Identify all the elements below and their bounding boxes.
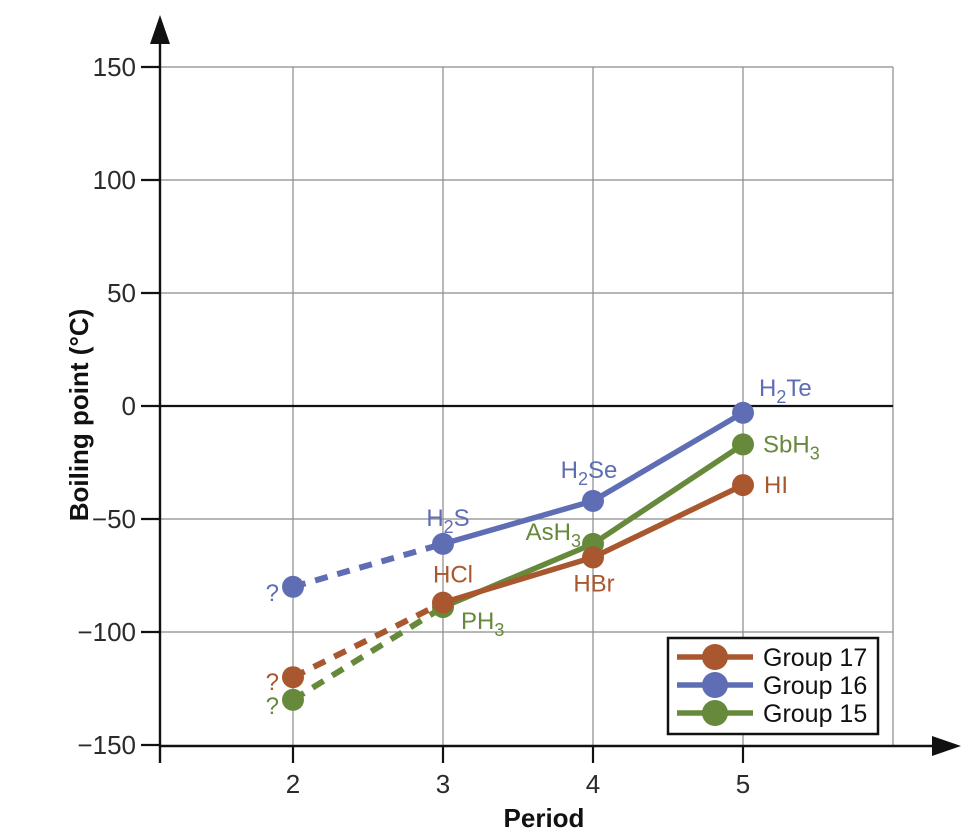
- data-point-group-16-h2s: [432, 532, 454, 555]
- dashed-segment-group-16: [292, 540, 444, 590]
- point-label-group-16-: ?: [266, 580, 279, 607]
- y-tick-label--50: −50: [92, 504, 136, 534]
- y-axis-arrow: [150, 15, 170, 44]
- data-point-group-15-sbh3: [732, 433, 754, 456]
- point-label-group-15-ash3: AsH3: [526, 519, 581, 551]
- data-point-group-16-h2se: [582, 489, 604, 512]
- point-label-group-17-hcl: HCl: [433, 562, 473, 589]
- point-label-group-17-hi: HI: [764, 472, 788, 499]
- y-tick-label-50: 50: [107, 278, 136, 308]
- legend-entry-group-17: Group 17: [677, 644, 867, 672]
- data-point-group-17-hcl: [432, 591, 454, 614]
- point-label-group-17-hbr: HBr: [573, 570, 614, 597]
- point-label-group-17-: ?: [266, 669, 279, 696]
- point-label-group-15-: ?: [266, 693, 279, 720]
- legend-marker-group-15: [702, 700, 728, 726]
- point-label-group-15-ph3: PH3: [461, 608, 504, 640]
- y-tick-label--100: −100: [77, 617, 136, 647]
- data-point-group-16-h2te: [732, 401, 754, 424]
- point-label-group-16-h2s: H2S: [426, 505, 469, 537]
- series-group-16: ? H2S H2Se H2Te: [266, 375, 812, 607]
- legend-label-group-15: Group 15: [763, 700, 867, 728]
- point-label-group-16-h2te: H2Te: [759, 375, 812, 407]
- x-tick-label-2: 2: [286, 769, 300, 799]
- point-label-group-15-sbh3: SbH3: [763, 431, 820, 463]
- x-tick-label-3: 3: [436, 769, 450, 799]
- point-label-group-16-h2se: H2Se: [561, 457, 618, 489]
- series-group-17: ? HCl HBr HI: [266, 472, 788, 696]
- y-tick-label--150: −150: [77, 730, 136, 760]
- y-axis-title: Boiling point (°C): [64, 309, 94, 522]
- legend-marker-group-16: [702, 672, 728, 698]
- x-tick-label-5: 5: [736, 769, 750, 799]
- y-tick-label-0: 0: [122, 391, 136, 421]
- legend-label-group-17: Group 17: [763, 644, 867, 672]
- data-point-group-17-: [282, 666, 304, 689]
- data-point-group-17-hbr: [582, 546, 604, 569]
- data-point-group-17-hi: [732, 474, 754, 497]
- dashed-segment-group-15: [291, 604, 445, 703]
- data-point-group-16-: [282, 575, 304, 598]
- x-tick-label-4: 4: [586, 769, 600, 799]
- legend-entry-group-16: Group 16: [677, 672, 867, 700]
- y-tick-label-100: 100: [93, 165, 136, 195]
- legend-marker-group-17: [702, 644, 728, 670]
- x-axis-title: Period: [504, 803, 585, 833]
- legend-label-group-16: Group 16: [763, 672, 867, 700]
- data-point-group-15-: [282, 688, 304, 711]
- dashed-segment-group-17: [291, 599, 445, 680]
- x-axis-arrow: [932, 736, 961, 756]
- legend-entry-group-15: Group 15: [677, 700, 867, 728]
- y-tick-label-150: 150: [93, 52, 136, 82]
